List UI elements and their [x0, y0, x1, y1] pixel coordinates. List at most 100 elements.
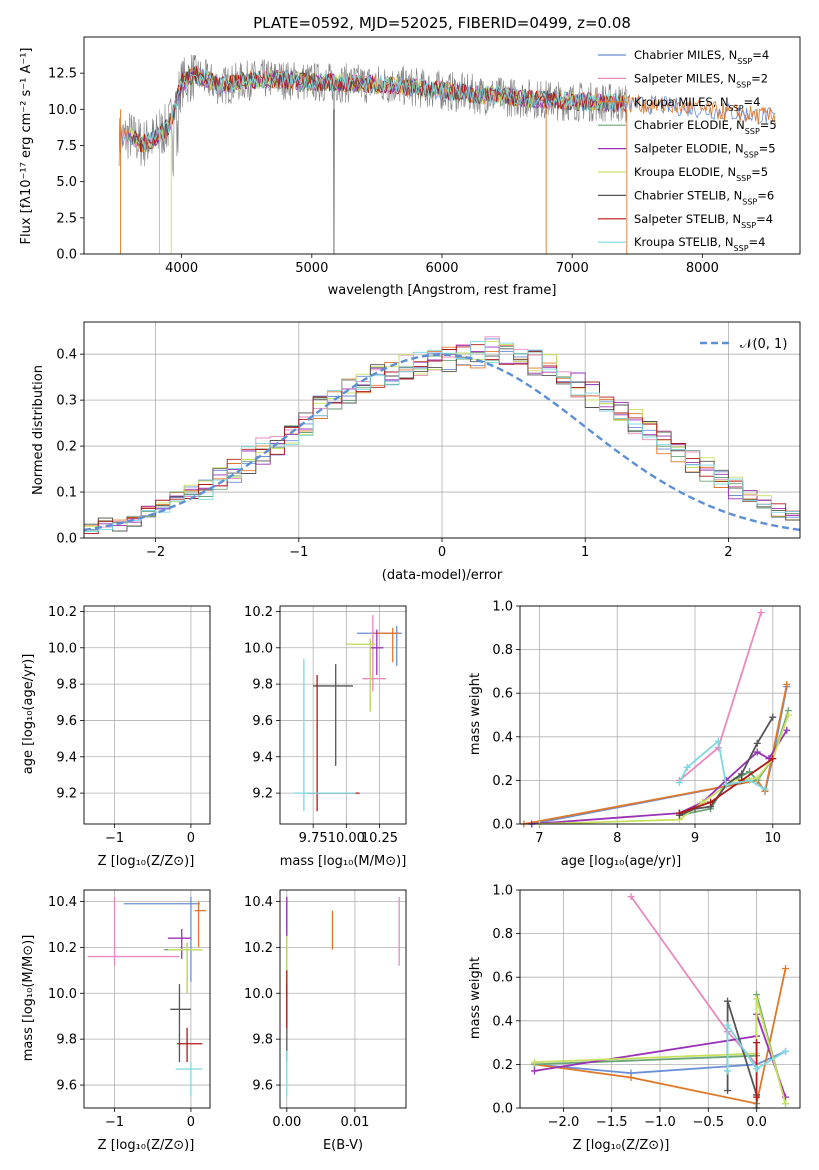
mass-weight-line	[531, 686, 788, 824]
panel1-xtick-label: 4000	[165, 261, 198, 276]
panel5-ytick-label: 0.8	[492, 643, 513, 658]
panel4-frame	[279, 605, 407, 825]
mass-weight-marker	[761, 785, 769, 793]
panel1-ytick-label: 5.0	[56, 175, 77, 190]
mass-weight-line	[534, 998, 787, 1104]
residual-histogram-step	[84, 341, 800, 527]
panel1-xlabel: wavelength [Angstrom, rest frame]	[328, 283, 557, 298]
panel2-ytick-label: 0.1	[56, 486, 77, 501]
panel4-ytick-label: 9.6	[252, 714, 273, 729]
mass-weight-line	[539, 714, 790, 824]
mass-weight-marker	[530, 1058, 538, 1066]
panel1-frame	[83, 36, 801, 255]
panel1-xtick-label: 5000	[295, 261, 328, 276]
panel3-ytick-label: 9.2	[56, 787, 77, 802]
panel3-xlabel: Z [log₁₀(Z/Z⊙)]	[98, 854, 195, 869]
panel7-ytick-label: 9.8	[252, 1033, 273, 1048]
panel5-frame	[519, 605, 801, 825]
mass-weight-marker	[724, 1067, 732, 1075]
panel4-ytick-label: 10.2	[244, 605, 273, 620]
panel2-ytick-label: 0.0	[56, 532, 77, 547]
mass-weight-marker	[724, 1021, 732, 1029]
panel8-ytick-label: 0.2	[492, 1058, 513, 1073]
mass-weight-marker	[745, 776, 753, 784]
panel2-xtick-label: 1	[581, 545, 589, 560]
panel1-ytick-label: 10.0	[48, 103, 77, 118]
panel1-ytick-label: 0.0	[56, 248, 77, 263]
mass-weight-marker	[757, 609, 765, 617]
panel3-ytick-label: 10.0	[48, 641, 77, 656]
legend-label: Chabrier STELIB, NSSP=6	[634, 188, 774, 206]
panel1-ytick-label: 2.5	[56, 211, 77, 226]
panel7-ytick-label: 10.0	[244, 987, 273, 1002]
panel5-xtick-label: 7	[535, 831, 543, 846]
panel2-xtick-label: −1	[289, 545, 308, 560]
panel5-ytick-label: 0.0	[492, 818, 513, 833]
mass-weight-line	[534, 968, 787, 1105]
legend-label: Kroupa ELODIE, NSSP=5	[634, 165, 768, 183]
panel8-ylabel: mass weight	[468, 957, 483, 1039]
panel3-ytick-label: 10.2	[48, 605, 77, 620]
panel2-legend-label: 𝒩(0, 1)	[740, 337, 787, 352]
panel5-ytick-label: 0.4	[492, 730, 513, 745]
panel1-xtick-label: 7000	[556, 261, 589, 276]
panel2-xtick-label: 2	[724, 545, 732, 560]
panel8-xtick-label: −0.5	[692, 1115, 724, 1130]
mass-weight-marker	[753, 1093, 761, 1101]
legend-label: Kroupa MILES, NSSP=4	[634, 95, 760, 113]
panel7-frame	[279, 889, 407, 1109]
panel4-xtick-label: 10.25	[361, 831, 398, 846]
panel8-xlabel: Z [log₁₀(Z/Z⊙)]	[573, 1138, 670, 1153]
model-spectrum-line	[135, 69, 628, 152]
panel2-ylabel: Normed distribution	[31, 365, 46, 495]
mass-weight-line	[726, 1022, 786, 1071]
legend-label: Kroupa STELIB, NSSP=4	[634, 235, 765, 253]
panel4-ytick-label: 9.2	[252, 787, 273, 802]
panel1-ytick-label: 12.5	[48, 67, 77, 82]
residual-histogram-step	[84, 341, 800, 532]
panel7-xtick-label: 0.01	[340, 1115, 369, 1130]
panel5-ytick-label: 1.0	[492, 600, 513, 615]
panel4-ytick-label: 10.0	[244, 641, 273, 656]
panel8-ytick-label: 0.0	[492, 1102, 513, 1117]
panel5-xtick-label: 8	[613, 831, 621, 846]
panel5-ytick-label: 0.2	[492, 774, 513, 789]
panel8-frame	[519, 889, 801, 1109]
panel5-xtick-label: 9	[691, 831, 699, 846]
legend-label: Salpeter STELIB, NSSP=4	[634, 212, 773, 230]
panel7-ytick-label: 9.6	[252, 1079, 273, 1094]
panel3-xtick-label: −1	[105, 831, 124, 846]
residual-histogram-step	[84, 344, 800, 534]
mass-weight-marker	[675, 809, 683, 817]
panel6-ytick-label: 10.2	[48, 941, 77, 956]
mass-weight-marker	[769, 755, 777, 763]
mass-weight-marker	[753, 1039, 761, 1047]
panel6-xlabel: Z [log₁₀(Z/Z⊙)]	[98, 1138, 195, 1153]
panel8-ytick-label: 0.8	[492, 927, 513, 942]
panel2-ytick-label: 0.3	[56, 394, 77, 409]
panel8-xtick-label: 0.0	[746, 1115, 767, 1130]
panel4-ytick-label: 9.8	[252, 678, 273, 693]
mass-weight-marker	[783, 680, 791, 688]
residual-histogram-step	[84, 348, 800, 532]
panel3-ytick-label: 9.6	[56, 714, 77, 729]
panel4-ytick-label: 9.4	[252, 750, 273, 765]
mass-weight-marker	[753, 1065, 761, 1073]
panel3-frame	[83, 605, 211, 825]
mass-weight-marker	[627, 893, 635, 901]
panel6-ylabel: mass [log₁₀(M/M⊙)]	[21, 935, 36, 1062]
panel6-xtick-label: 0	[187, 1115, 195, 1130]
mass-weight-marker	[722, 781, 730, 789]
panel1-title: PLATE=0592, MJD=52025, FIBERID=0499, z=0…	[253, 14, 631, 32]
normal-pdf-line	[84, 353, 800, 532]
panel8-xtick-label: −2.0	[548, 1115, 580, 1130]
panel7-xlabel: E(B-V)	[323, 1138, 363, 1153]
mass-weight-line	[679, 716, 774, 817]
panel3-ylabel: age [log₁₀(age/yr)]	[21, 654, 36, 775]
panel6-ytick-label: 9.6	[56, 1079, 77, 1094]
mass-weight-marker	[753, 995, 761, 1003]
panel4-xlabel: mass [log₁₀(M/M⊙)]	[280, 854, 407, 869]
panel5-xtick-label: 10	[765, 831, 782, 846]
panel3-ytick-label: 9.4	[56, 750, 77, 765]
mass-weight-marker	[753, 774, 761, 782]
